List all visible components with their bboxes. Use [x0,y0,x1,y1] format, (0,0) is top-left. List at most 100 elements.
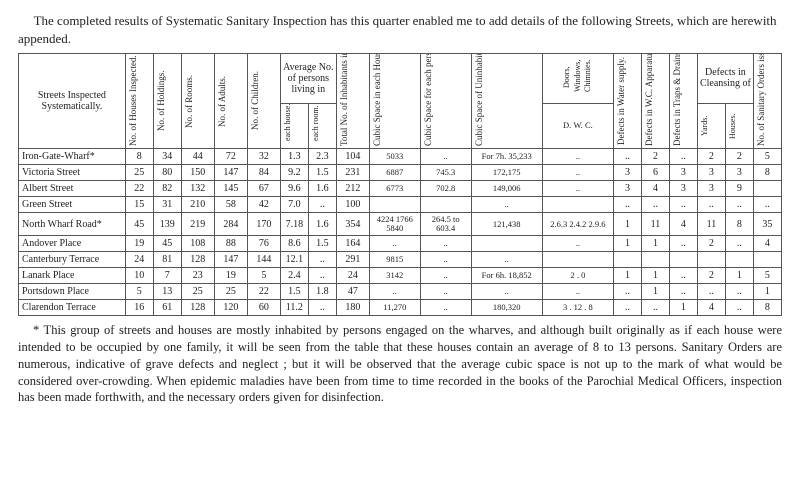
cell: 139 [153,213,181,236]
cell: 1.6 [308,213,336,236]
col-dwc-sub: D. W. C. [542,103,613,149]
cell [669,251,697,267]
cell: 7.0 [280,197,308,213]
cell: 3 . 12 . 8 [542,299,613,315]
cell: 12.1 [280,251,308,267]
cell: .. [420,251,471,267]
cell: .. [669,235,697,251]
cell: 212 [336,181,369,197]
cell: 22 [247,283,280,299]
cell: 45 [153,235,181,251]
table-row: North Wharf Road*451392192841707.181.635… [19,213,782,236]
col-cubic-person: Cubic Space for each person. [423,56,433,146]
cell: 60 [247,299,280,315]
table-row: Victoria Street2580150147849.21.52316887… [19,165,782,181]
cell: Albert Street [19,181,126,197]
cell: 11.2 [280,299,308,315]
cell: Green Street [19,197,126,213]
col-each-house: each house. [283,111,292,141]
cell: 5 [247,267,280,283]
cell: 76 [247,235,280,251]
cell: 23 [181,267,214,283]
cell: Canterbury Terrace [19,251,126,267]
table-head: Streets Inspected Systematically. No. of… [19,54,782,149]
cell: 3 [614,181,642,197]
table-row: Portsdown Place5132525221.51.847........… [19,283,782,299]
col-rooms: No. of Rooms. [184,56,194,146]
cell: 5 [753,149,781,165]
cell: 147 [214,165,247,181]
col-cubic-house: Cubic Space in each House. [372,56,382,146]
cell: 8 [725,213,753,236]
col-children: No. of Children. [250,56,260,146]
cell: 1 [641,283,669,299]
cell: 4 [697,299,725,315]
cell: 9.2 [280,165,308,181]
cell: 8 [753,299,781,315]
cell: 291 [336,251,369,267]
cell: 164 [336,235,369,251]
cell: 1 [614,267,642,283]
table-body: Iron-Gate-Wharf*8344472321.32.31045033..… [19,149,782,316]
cell: 745.3 [420,165,471,181]
cell: 11,270 [369,299,420,315]
cell: 25 [214,283,247,299]
cell: 7.18 [280,213,308,236]
cell: 25 [125,165,153,181]
cell: 82 [153,181,181,197]
cell: 31 [153,197,181,213]
cell: 5 [125,283,153,299]
cell: 149,006 [471,181,542,197]
cell: .. [669,267,697,283]
cell: 8.6 [280,235,308,251]
cell: .. [308,299,336,315]
cell: 1 [753,283,781,299]
cell: .. [542,235,613,251]
cell: 1.5 [308,165,336,181]
cell: 32 [247,149,280,165]
cell: .. [471,283,542,299]
cell: Victoria Street [19,165,126,181]
cell: 10 [125,267,153,283]
table-row: Canterbury Terrace248112814714412.1..291… [19,251,782,267]
cell: 108 [181,235,214,251]
cell: 145 [214,181,247,197]
cell: 19 [214,267,247,283]
cell: 22 [125,181,153,197]
col-dwc-group: Doors, Windows, Chimnies. [542,54,613,103]
cell: 58 [214,197,247,213]
cell: .. [725,235,753,251]
cell: .. [669,197,697,213]
col-houses: Houses. [728,111,737,141]
cell [542,197,613,213]
cell: For 7h. 35,233 [471,149,542,165]
cell [641,251,669,267]
cell: .. [542,165,613,181]
cell: .. [471,197,542,213]
col-cubic-unin: Cubic Space of Uninhabited Dwellings. [474,56,484,146]
cell: 4 [753,235,781,251]
table-row: Iron-Gate-Wharf*8344472321.32.31045033..… [19,149,782,165]
cell: 2.4 [280,267,308,283]
cell: 1.5 [280,283,308,299]
cell: 180 [336,299,369,315]
cell: .. [542,149,613,165]
cell [697,251,725,267]
cell: 1 [725,267,753,283]
cell [369,197,420,213]
cell: 34 [153,149,181,165]
cell: North Wharf Road* [19,213,126,236]
cell: 24 [125,251,153,267]
cell: .. [697,197,725,213]
cell: .. [614,197,642,213]
cell: 3 [697,181,725,197]
cell: 42 [247,197,280,213]
cell: .. [308,267,336,283]
cell: 219 [181,213,214,236]
cell: 4 [669,213,697,236]
cell: 15 [125,197,153,213]
col-sanitary-orders: No. of Sanitary Orders issued. [756,56,766,146]
cell: 1 [669,299,697,315]
inspection-table: Streets Inspected Systematically. No. of… [18,53,782,316]
cell: .. [669,149,697,165]
